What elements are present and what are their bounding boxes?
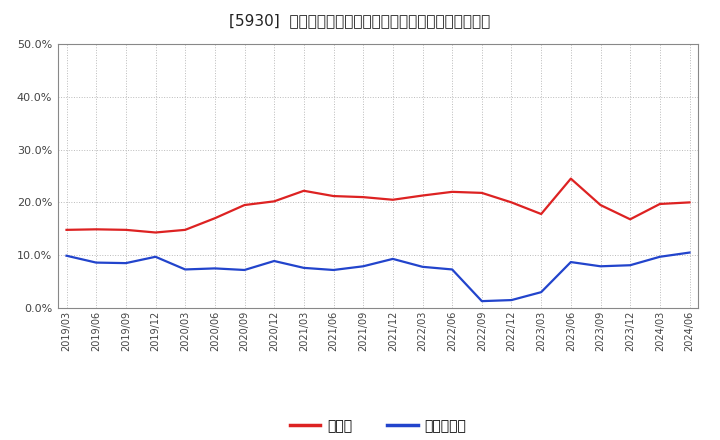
有利子負債 [181,267,189,272]
現預金 [626,216,634,222]
有利子負債 [62,253,71,258]
有利子負債 [389,256,397,261]
現預金 [596,202,605,208]
有利子負債 [92,260,101,265]
Line: 有利子負債: 有利子負債 [66,253,690,301]
現預金 [300,188,308,194]
有利子負債 [448,267,456,272]
現預金 [240,202,249,208]
現預金 [389,197,397,202]
Line: 現預金: 現預金 [66,179,690,232]
有利子負債 [359,264,367,269]
Text: [5930]  現預金、有利子負債の総資産に対する比率の推移: [5930] 現預金、有利子負債の総資産に対する比率の推移 [230,13,490,28]
有利子負債 [210,266,219,271]
有利子負債 [270,258,279,264]
有利子負債 [329,268,338,273]
現預金 [477,190,486,195]
有利子負債 [567,260,575,265]
現預金 [359,194,367,200]
有利子負債 [477,298,486,304]
有利子負債 [151,254,160,260]
現預金 [122,227,130,232]
現預金 [655,202,664,207]
現預金 [537,211,546,216]
現預金 [181,227,189,232]
現預金 [418,193,427,198]
現預金 [507,200,516,205]
有利子負債 [685,250,694,255]
有利子負債 [655,254,664,260]
有利子負債 [596,264,605,269]
有利子負債 [122,260,130,266]
現預金 [685,200,694,205]
現預金 [151,230,160,235]
有利子負債 [240,268,249,273]
有利子負債 [537,290,546,295]
現預金 [210,216,219,221]
現預金 [567,176,575,181]
有利子負債 [418,264,427,269]
現預金 [270,199,279,204]
有利子負債 [507,297,516,303]
現預金 [62,227,71,232]
有利子負債 [300,265,308,271]
Legend: 現預金, 有利子負債: 現預金, 有利子負債 [284,413,472,438]
現預金 [92,227,101,232]
有利子負債 [626,263,634,268]
現預金 [329,194,338,199]
現預金 [448,189,456,194]
